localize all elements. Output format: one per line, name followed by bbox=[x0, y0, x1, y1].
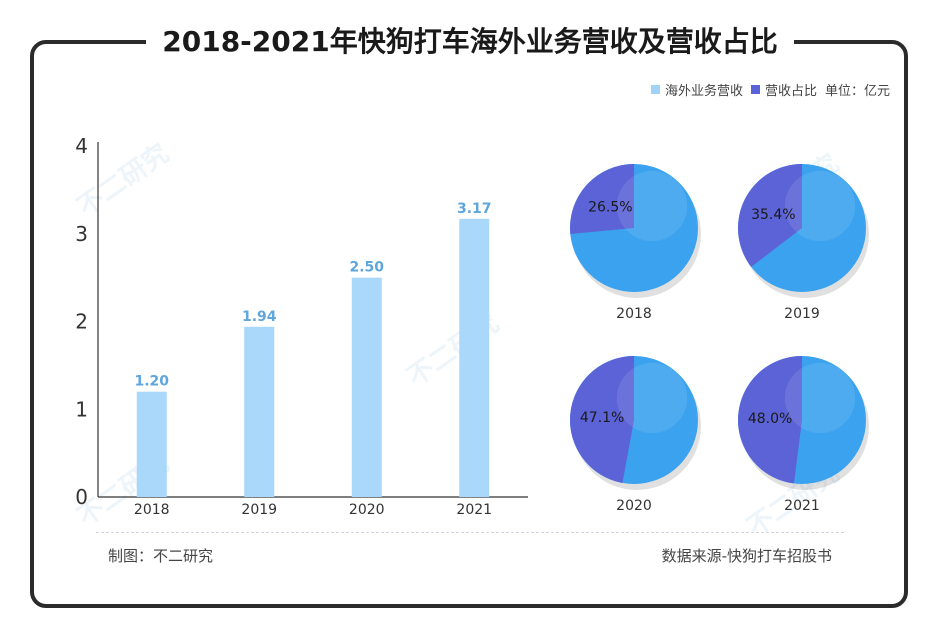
y-tick-label: 1 bbox=[75, 397, 88, 421]
pie-year-label: 2021 bbox=[784, 498, 820, 514]
legend-label-revenue: 海外业务营收 bbox=[664, 84, 743, 99]
pie-highlight bbox=[616, 362, 688, 434]
legend-item-share: 营收占比 bbox=[750, 80, 817, 99]
pie-slice-share bbox=[738, 356, 802, 484]
pie-share-label: 35.4% bbox=[751, 207, 795, 223]
x-tick-label: 2018 bbox=[134, 502, 170, 518]
legend-unit: 单位：亿元 bbox=[824, 84, 890, 99]
pie-year-label: 2018 bbox=[616, 306, 652, 322]
pie-highlight bbox=[784, 362, 856, 434]
pie-year-label: 2019 bbox=[784, 306, 820, 322]
bar-value-label: 1.20 bbox=[134, 374, 169, 390]
chart-title: 2018-2021年快狗打车海外业务营收及营收占比 bbox=[146, 20, 794, 60]
pie-slice-share bbox=[570, 164, 634, 235]
x-tick-label: 2020 bbox=[349, 502, 385, 518]
bar-value-label: 2.50 bbox=[349, 260, 384, 276]
x-tick-label: 2019 bbox=[241, 502, 277, 518]
bar bbox=[136, 391, 167, 497]
footer-divider bbox=[96, 532, 844, 533]
y-tick-label: 0 bbox=[75, 485, 88, 509]
footer-source: 数据来源-快狗打车招股书 bbox=[661, 547, 832, 565]
footer-credit: 制图：不二研究 bbox=[108, 547, 214, 565]
legend-item-revenue: 海外业务营收 bbox=[650, 80, 743, 99]
legend: 海外业务营收 营收占比 单位：亿元 bbox=[650, 80, 890, 99]
x-tick-label: 2021 bbox=[456, 502, 492, 518]
bar-value-label: 3.17 bbox=[457, 201, 492, 217]
title-wrapper: 2018-2021年快狗打车海外业务营收及营收占比 bbox=[0, 20, 940, 60]
legend-swatch-share bbox=[750, 85, 760, 94]
legend-swatch-revenue bbox=[650, 85, 660, 94]
bar bbox=[351, 277, 382, 497]
bar bbox=[459, 218, 490, 497]
legend-label-share: 营收占比 bbox=[764, 84, 817, 99]
bar-value-label: 1.94 bbox=[242, 309, 277, 325]
y-tick-label: 2 bbox=[75, 310, 88, 334]
pie-slice-share bbox=[738, 164, 802, 267]
pie-highlight bbox=[616, 170, 688, 242]
pie-highlight bbox=[784, 170, 856, 242]
y-tick-label: 3 bbox=[75, 222, 88, 246]
y-tick-label: 4 bbox=[75, 134, 88, 158]
pie-share-label: 47.1% bbox=[580, 410, 624, 426]
pie-share-label: 48.0% bbox=[748, 411, 792, 427]
pie-year-label: 2020 bbox=[616, 498, 652, 514]
pie-slice-share bbox=[570, 356, 634, 483]
bar bbox=[244, 326, 275, 497]
pie-share-label: 26.5% bbox=[588, 199, 632, 215]
